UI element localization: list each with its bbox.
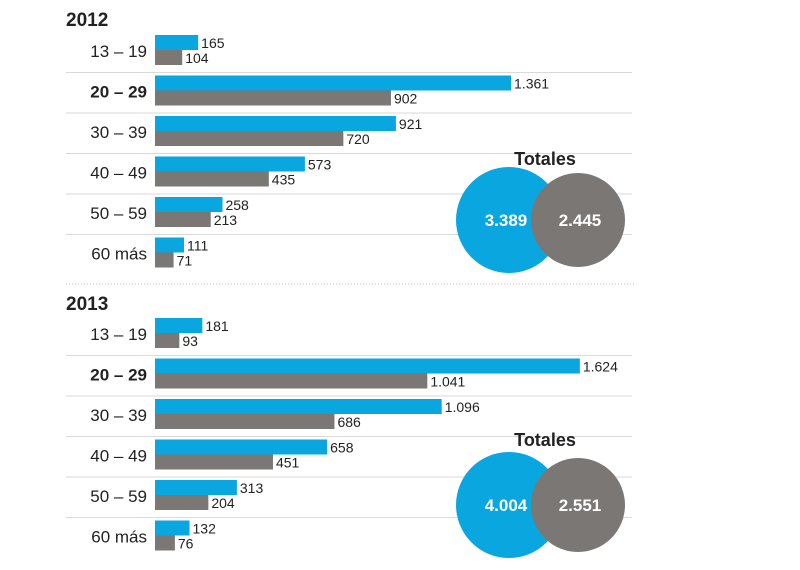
- bar-series-1: [155, 520, 190, 536]
- data-label: 76: [178, 536, 194, 552]
- data-label: 71: [177, 253, 193, 269]
- data-label: 204: [211, 495, 235, 511]
- chart-title-2013: 2013: [66, 294, 108, 315]
- data-label: 921: [399, 116, 423, 132]
- category-label: 60 más: [91, 528, 147, 547]
- data-label: 213: [214, 212, 238, 228]
- data-label: 111: [187, 238, 208, 254]
- bar-series-2: [155, 212, 211, 227]
- bar-series-2: [155, 252, 174, 268]
- category-label: 40 – 49: [90, 164, 147, 183]
- bar-series-1: [155, 35, 199, 50]
- bar-series-1: [155, 75, 512, 91]
- total-value-series-1: 4.004: [485, 496, 528, 515]
- bar-series-2: [155, 171, 269, 187]
- data-label: 1.361: [514, 76, 549, 92]
- data-label: 686: [337, 414, 361, 430]
- data-label: 1.041: [430, 374, 465, 390]
- bar-series-2: [155, 131, 344, 146]
- data-label: 93: [182, 333, 198, 349]
- total-value-series-2: 2.445: [559, 211, 602, 230]
- category-label: 20 – 29: [90, 83, 147, 102]
- bar-series-1: [155, 156, 305, 172]
- total-circle-series-1: [456, 167, 562, 273]
- bar-series-1: [155, 116, 396, 131]
- chart-title-2012: 2012: [66, 10, 108, 31]
- category-label: 60 más: [91, 245, 147, 264]
- category-label: 20 – 29: [90, 366, 147, 385]
- bar-series-2: [155, 454, 273, 470]
- bar-series-1: [155, 237, 185, 253]
- data-label: 181: [205, 318, 229, 334]
- category-label: 13 – 19: [90, 42, 147, 61]
- data-label: 132: [193, 521, 217, 537]
- bar-series-1: [155, 318, 203, 333]
- bar-series-1: [155, 439, 328, 455]
- total-circle-series-1: [456, 452, 562, 558]
- bar-series-2: [155, 414, 335, 429]
- data-label: 720: [346, 131, 370, 147]
- category-label: 50 – 59: [90, 204, 147, 223]
- bar-series-2: [155, 373, 428, 389]
- total-circle-series-2: [531, 173, 625, 267]
- bar-series-2: [155, 333, 180, 348]
- category-label: 30 – 39: [90, 406, 147, 425]
- bar-series-2: [155, 50, 183, 65]
- data-label: 435: [272, 172, 296, 188]
- category-label: 13 – 19: [90, 325, 147, 344]
- total-circle-series-2: [531, 458, 625, 552]
- category-label: 50 – 59: [90, 487, 147, 506]
- data-label: 658: [330, 440, 354, 456]
- total-value-series-1: 3.389: [485, 211, 528, 230]
- category-label: 30 – 39: [90, 123, 147, 142]
- data-label: 165: [201, 35, 225, 51]
- totals-title: Totales: [514, 149, 576, 169]
- bar-series-1: [155, 399, 442, 414]
- bar-series-2: [155, 90, 391, 106]
- data-label: 1.096: [445, 399, 480, 415]
- data-label: 573: [308, 157, 332, 173]
- bar-series-1: [155, 197, 223, 212]
- total-value-series-2: 2.551: [559, 496, 602, 515]
- bar-series-1: [155, 480, 237, 495]
- bar-series-2: [155, 535, 175, 551]
- data-label: 451: [276, 455, 300, 471]
- data-label: 104: [185, 50, 209, 66]
- bar-series-1: [155, 358, 580, 374]
- data-label: 258: [225, 197, 249, 213]
- totals-title: Totales: [514, 430, 576, 450]
- data-label: 313: [240, 480, 264, 496]
- data-label: 1.624: [583, 359, 618, 375]
- bar-series-2: [155, 495, 209, 510]
- category-label: 40 – 49: [90, 447, 147, 466]
- data-label: 902: [394, 91, 418, 107]
